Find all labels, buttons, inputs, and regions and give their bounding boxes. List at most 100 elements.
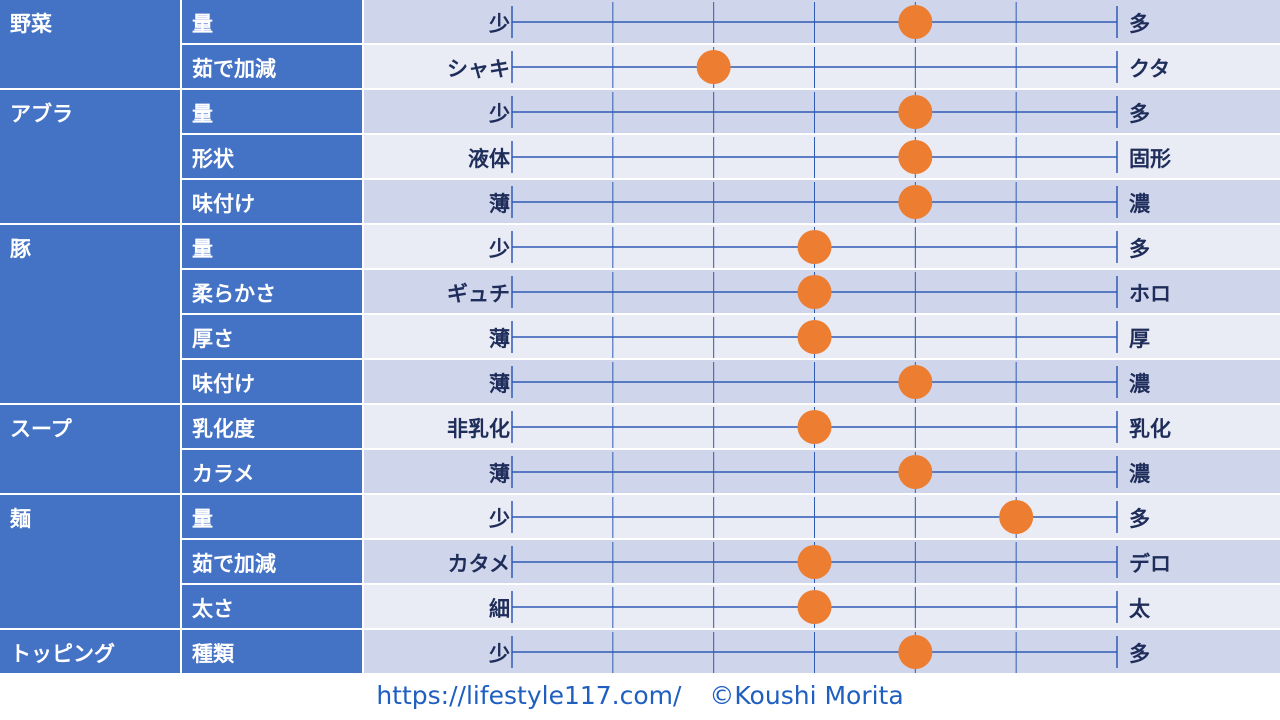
scale-cell: 少多 <box>364 495 1280 540</box>
scale-left-label: 液体 <box>468 147 510 171</box>
scale-left-label: 少 <box>489 12 510 36</box>
scale-left-label: 薄 <box>489 192 510 216</box>
scale-right-label: 濃 <box>1129 192 1150 216</box>
scale-right-label: デロ <box>1129 552 1171 576</box>
rating-row: 味付け薄濃 <box>0 180 1280 225</box>
category-2: 豚 <box>0 225 180 405</box>
rating-marker <box>797 410 832 444</box>
item-label: 量 <box>182 0 362 45</box>
rating-marker <box>797 275 832 309</box>
rating-row: 量少多 <box>0 225 1280 270</box>
rating-row: 量少多 <box>0 90 1280 135</box>
scale-axis <box>511 92 1118 133</box>
scale-cell: ギュチ ホロ <box>364 270 1280 315</box>
rating-row: 種類少多 <box>0 630 1280 675</box>
scale-right-label: ホロ <box>1129 282 1171 306</box>
rating-row: 量少多 <box>0 0 1280 45</box>
scale-left-label: 少 <box>489 642 510 666</box>
rating-marker <box>898 455 933 489</box>
scale-left-label: 薄 <box>489 327 510 351</box>
scale-left-label: 細 <box>489 597 510 621</box>
rating-marker <box>898 5 933 39</box>
rating-marker <box>797 320 832 354</box>
scale-cell: カタメ デロ <box>364 540 1280 585</box>
scale-cell: 少多 <box>364 0 1280 45</box>
item-label: 味付け <box>182 360 362 405</box>
scale-cell: シャキ クタ <box>364 45 1280 90</box>
rating-row: 茹で加減 カタメ デロ <box>0 540 1280 585</box>
scale-right-label: 濃 <box>1129 462 1150 486</box>
scale-axis <box>511 47 1118 88</box>
rating-marker <box>999 500 1034 534</box>
scale-axis <box>511 2 1118 43</box>
item-label: 柔らかさ <box>182 270 362 315</box>
scale-cell: 薄濃 <box>364 180 1280 225</box>
rating-row: 形状 液体 固形 <box>0 135 1280 180</box>
scale-left-label: 薄 <box>489 372 510 396</box>
scale-axis <box>511 542 1118 583</box>
rating-row: 味付け 薄 濃 <box>0 360 1280 405</box>
scale-cell: 少多 <box>364 225 1280 270</box>
scale-right-label: 固形 <box>1129 147 1171 171</box>
scale-axis <box>511 317 1118 358</box>
rating-row: 乳化度 非乳化 乳化 <box>0 405 1280 450</box>
rating-marker <box>797 230 832 264</box>
item-label: 量 <box>182 90 362 135</box>
rating-marker <box>797 545 832 579</box>
scale-axis <box>511 452 1118 493</box>
scale-axis <box>511 362 1118 403</box>
scale-right-label: 多 <box>1129 507 1150 531</box>
item-label: 形状 <box>182 135 362 180</box>
scale-axis <box>511 497 1118 538</box>
scale-right-label: 多 <box>1129 237 1150 261</box>
scale-cell: 薄濃 <box>364 450 1280 495</box>
scale-axis <box>511 227 1118 268</box>
category-0: 野菜 <box>0 0 180 90</box>
rating-table: 野菜量少多茹で加減 シャキ クタ アブラ量少多形状 液体 固形 味付け薄濃豚量少多柔らかさギ… <box>0 0 1280 675</box>
category-1: アブラ <box>0 90 180 225</box>
rating-marker <box>898 635 933 669</box>
rating-marker <box>898 365 933 399</box>
item-label: 味付け <box>182 180 362 225</box>
scale-axis <box>511 272 1118 313</box>
item-label: カラメ <box>182 450 362 495</box>
scale-left-label: 少 <box>489 102 510 126</box>
scale-left-label: ギュチ <box>447 282 510 306</box>
scale-right-label: 多 <box>1129 102 1150 126</box>
item-label: 茹で加減 <box>182 45 362 90</box>
rating-marker <box>797 590 832 624</box>
item-label: 太さ <box>182 585 362 630</box>
rating-marker <box>898 185 933 219</box>
footer-url[interactable]: https://lifestyle117.com/ <box>376 681 682 710</box>
scale-cell: 少多 <box>364 630 1280 675</box>
scale-right-label: 濃 <box>1129 372 1150 396</box>
scale-cell: 少多 <box>364 90 1280 135</box>
scale-cell: 細太 <box>364 585 1280 630</box>
scale-left-label: 少 <box>489 507 510 531</box>
scale-left-label: 薄 <box>489 462 510 486</box>
rating-marker <box>898 95 933 129</box>
category-5: トッピング <box>0 630 180 675</box>
rating-row: カラメ薄濃 <box>0 450 1280 495</box>
scale-axis <box>511 137 1118 178</box>
scale-right-label: 厚 <box>1129 327 1150 351</box>
scale-right-label: 多 <box>1129 12 1150 36</box>
rating-row: 柔らかさ ギュチ ホロ <box>0 270 1280 315</box>
item-label: 量 <box>182 225 362 270</box>
scale-axis <box>511 182 1118 223</box>
scale-left-label: カタメ <box>447 552 510 576</box>
scale-axis <box>511 407 1118 448</box>
rating-row: 厚さ 薄 厚 <box>0 315 1280 360</box>
rating-marker <box>696 50 731 84</box>
item-label: 種類 <box>182 630 362 675</box>
scale-right-label: 太 <box>1129 597 1150 621</box>
scale-left-label: シャキ <box>447 57 510 81</box>
footer-credit: ©Koushi Morita <box>709 681 904 710</box>
rating-marker <box>898 140 933 174</box>
item-label: 厚さ <box>182 315 362 360</box>
category-3: スープ <box>0 405 180 495</box>
scale-axis <box>511 587 1118 628</box>
item-label: 量 <box>182 495 362 540</box>
item-label: 茹で加減 <box>182 540 362 585</box>
scale-axis <box>511 632 1118 673</box>
